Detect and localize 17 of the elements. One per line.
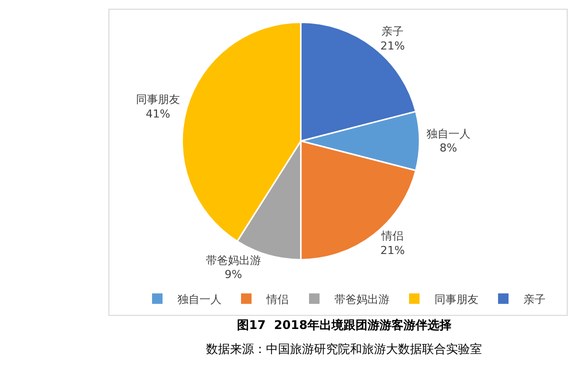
data-label: 21% [380, 244, 405, 257]
legend-label: 同事朋友 [434, 292, 478, 306]
data-label: 8% [440, 142, 458, 155]
text: 图17 2018年出境跟团游游客游伴选择 [237, 318, 452, 332]
slice-label: 亲子 [382, 25, 404, 38]
data-label: 41% [146, 107, 170, 120]
data-label: 9% [224, 268, 242, 282]
legend-label: 带爸妈出游 [334, 292, 390, 306]
legend-label: 情侣 [265, 292, 288, 306]
source-note: 数据来源：中国旅游研究院和旅游大数据联合实验室 [206, 342, 482, 356]
legend-label: 亲子 [523, 292, 546, 306]
slice-label: 独自一人 [426, 127, 470, 140]
slice-label: 情侣 [380, 230, 404, 243]
slice-label: 同事朋友 [136, 93, 180, 106]
data-label: 21% [380, 39, 405, 52]
slice-label: 带爸妈出游 [206, 254, 261, 267]
legend-label: 独自一人 [177, 292, 222, 306]
